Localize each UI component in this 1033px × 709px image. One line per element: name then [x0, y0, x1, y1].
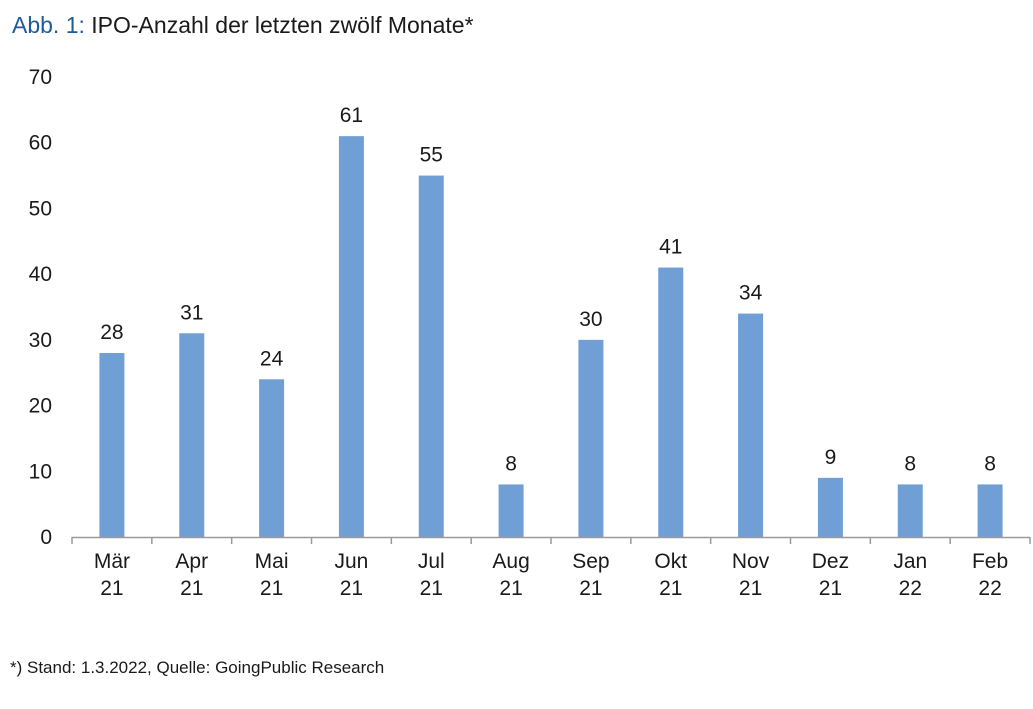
x-tick-label: Sep 21 — [572, 550, 609, 600]
data-label: 55 — [420, 144, 443, 167]
data-label: 61 — [340, 104, 363, 127]
x-tick-label: Dez 21 — [812, 550, 849, 600]
data-label: 34 — [739, 282, 763, 305]
data-label: 28 — [100, 321, 123, 344]
data-label: 41 — [659, 236, 682, 259]
bar — [738, 313, 764, 537]
data-label: 31 — [180, 301, 203, 324]
y-axis: 0 10 20 30 40 50 60 70 — [29, 66, 52, 549]
bar — [817, 477, 843, 537]
bars: 28 31 24 61 55 8 30 41 34 9 8 8 — [99, 104, 1003, 538]
bar — [418, 175, 444, 538]
x-tick-label: Jun 21 — [334, 550, 368, 600]
x-tick-label: Mai 21 — [255, 550, 289, 600]
y-tick-label: 70 — [29, 66, 52, 89]
bar — [338, 136, 364, 537]
bar — [897, 484, 923, 537]
x-tick-label: Nov 21 — [732, 550, 770, 600]
bar — [578, 339, 604, 537]
x-tick-label: Aug 21 — [492, 550, 529, 600]
data-label: 8 — [904, 452, 916, 475]
x-tick-label: Feb 22 — [972, 550, 1008, 600]
bar — [658, 267, 684, 537]
data-label: 9 — [825, 446, 837, 469]
y-tick-label: 0 — [40, 526, 52, 549]
data-label: 24 — [260, 347, 284, 370]
bar — [179, 333, 205, 537]
x-tick-label: Jul 21 — [418, 550, 445, 600]
data-label: 30 — [579, 308, 602, 331]
bar — [498, 484, 524, 537]
x-tick-label: Jan 22 — [893, 550, 927, 600]
figure-label: Abb. 1: — [12, 12, 85, 38]
x-tick-label: Apr 21 — [175, 550, 208, 600]
y-tick-label: 20 — [29, 395, 52, 418]
footnote: *) Stand: 1.3.2022, Quelle: GoingPublic … — [10, 658, 385, 677]
data-label: 8 — [505, 452, 517, 475]
title-text: IPO-Anzahl der letzten zwölf Monate* — [91, 12, 474, 38]
y-tick-label: 50 — [29, 197, 52, 220]
y-tick-label: 30 — [29, 329, 52, 352]
chart-title: Abb. 1: IPO-Anzahl der letzten zwölf Mon… — [12, 12, 474, 39]
x-tick-label: Mär 21 — [94, 550, 130, 600]
y-tick-label: 60 — [29, 132, 52, 155]
data-label: 8 — [984, 452, 996, 475]
y-tick-label: 10 — [29, 460, 52, 483]
bar — [977, 484, 1003, 537]
bar — [99, 353, 125, 537]
x-tick-label: Okt 21 — [654, 550, 687, 600]
bar — [259, 379, 285, 537]
y-tick-label: 40 — [29, 263, 52, 286]
x-axis: Mär 21 Apr 21 Mai 21 Jun 21 Jul 21 Aug 21 Sep 21 Okt 21… — [71, 536, 1031, 600]
